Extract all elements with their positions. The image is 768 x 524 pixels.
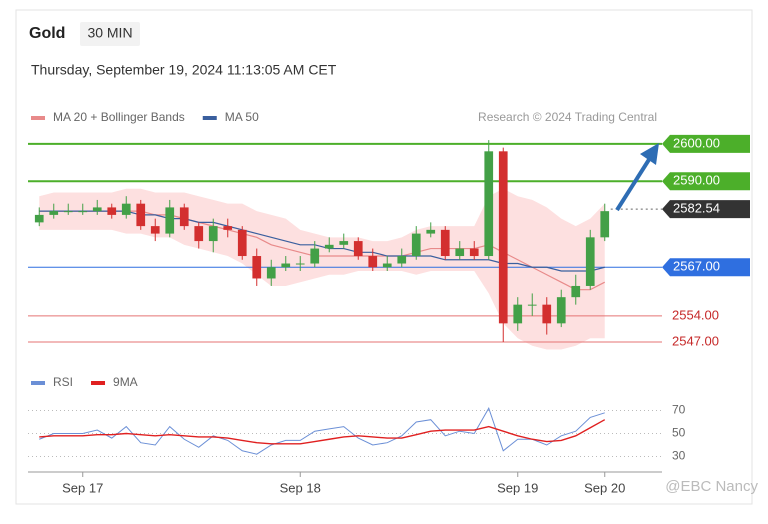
candle-body: [107, 207, 117, 215]
candle-body: [339, 241, 349, 245]
legend-swatch: [31, 116, 45, 120]
indicator-line: [39, 419, 606, 445]
legend-label: RSI: [53, 375, 73, 389]
candle-body: [266, 267, 276, 279]
candle-body: [455, 248, 465, 257]
level-label: 2582.54: [673, 201, 720, 216]
candle-body: [411, 233, 421, 257]
candle-body: [295, 263, 305, 265]
candle-body: [78, 211, 88, 213]
legend-label: 9MA: [113, 375, 138, 389]
candle-body: [121, 203, 131, 215]
candle-body: [571, 285, 581, 298]
candle-body: [498, 151, 508, 324]
plot: MA 20 + Bollinger Bands MA 50 RSI 9MA 2600.0…: [28, 110, 750, 495]
forecast-arrowhead: [640, 143, 659, 165]
x-tick-label: Sep 17: [62, 480, 103, 495]
legend-label: MA 20 + Bollinger Bands: [53, 110, 185, 124]
level-box: [662, 134, 750, 153]
candle-body: [585, 237, 595, 286]
candle-body: [34, 214, 44, 223]
candle-body: [556, 297, 566, 324]
candle-body: [165, 207, 175, 234]
candle-body: [150, 226, 160, 234]
candle-body: [542, 304, 552, 324]
candle-body: [382, 263, 392, 268]
legend-swatch: [31, 381, 45, 385]
candle-body: [353, 241, 363, 257]
candle-body: [324, 244, 334, 249]
legend-swatch: [91, 381, 106, 385]
candle-body: [281, 263, 291, 268]
watermark: @EBC Nancy: [665, 478, 758, 495]
level-box: [662, 200, 750, 219]
interval: 30 MIN: [87, 25, 132, 41]
interval-badge: [80, 22, 140, 46]
level-box: [662, 258, 750, 277]
candle-body: [484, 151, 494, 257]
legend-label: MA 50: [225, 110, 259, 124]
level-box: [662, 172, 750, 191]
x-tick-label: Sep 20: [584, 480, 625, 495]
legend-swatch: [202, 116, 217, 120]
x-tick-label: Sep 18: [280, 480, 321, 495]
source: Research © 2024 Trading Central: [478, 110, 657, 124]
subtitle: Thursday, September 19, 2024 11:13:05 AM…: [31, 62, 337, 78]
candle-body: [49, 211, 59, 215]
candle-body: [92, 207, 102, 212]
candle-body: [469, 248, 479, 257]
candle-body: [397, 256, 407, 264]
candle-body: [600, 211, 610, 238]
candle-body: [527, 304, 537, 306]
chart-title: Gold: [29, 25, 65, 42]
candle-body: [194, 226, 204, 242]
candle-body: [426, 229, 436, 234]
candle-body: [368, 256, 378, 268]
candle-body: [310, 248, 320, 264]
ma-line: [39, 210, 605, 272]
ma-line: [39, 210, 606, 291]
candle-body: [63, 211, 73, 213]
candle-body: [237, 229, 247, 257]
level-label: 2554.00: [672, 307, 719, 322]
candle-body: [136, 203, 146, 227]
forecast-arrow: [615, 156, 652, 212]
candle-body: [208, 226, 218, 242]
level-label: 2600.00: [673, 135, 720, 150]
level-label: 2590.00: [673, 173, 720, 188]
candle-body: [223, 226, 233, 230]
x-tick-label: Sep 19: [497, 480, 538, 495]
level-label: 2567.00: [673, 259, 720, 274]
y-tick-label: 50: [672, 426, 686, 440]
y-tick-label: 70: [672, 403, 686, 417]
bollinger-band: [39, 188, 605, 350]
y-tick-label: 30: [672, 449, 686, 463]
level-label: 2547.00: [672, 333, 719, 348]
candle-body: [179, 207, 189, 227]
candle-body: [252, 256, 262, 279]
candle-body: [440, 229, 450, 257]
candle-body: [513, 304, 523, 324]
